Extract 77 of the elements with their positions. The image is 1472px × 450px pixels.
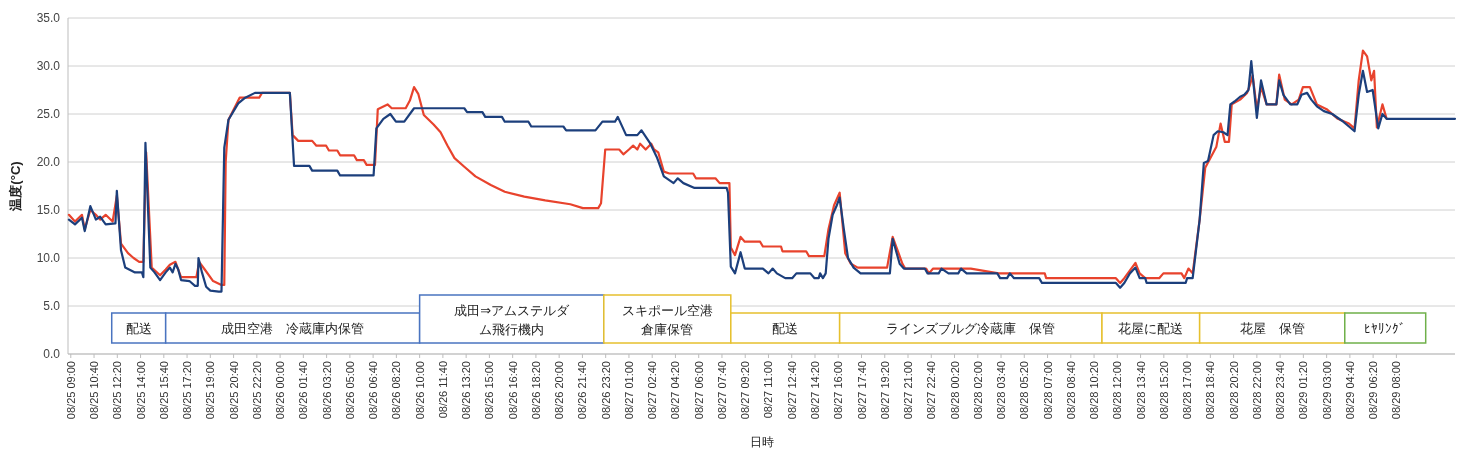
x-tick-label: 08/28 15:20 (1157, 361, 1170, 420)
x-tick-label: 08/25 17:20 (181, 361, 194, 420)
y-tick-label: 30.0 (36, 59, 61, 73)
x-tick-label: 08/29 03:00 (1320, 361, 1333, 420)
band-label: スキポール空港倉庫保管 (621, 302, 713, 337)
x-tick-label: 08/28 10:20 (1088, 361, 1101, 420)
x-tick-label: 08/26 05:00 (343, 361, 356, 420)
x-tick-label: 08/27 16:00 (832, 361, 845, 420)
x-tick-label: 08/27 09:20 (739, 361, 752, 420)
x-tick-label: 08/27 21:00 (902, 361, 915, 420)
x-tick-label: 08/28 13:40 (1134, 361, 1147, 420)
x-tick-label: 08/28 12:00 (1111, 361, 1124, 420)
x-tick-label: 08/26 01:40 (297, 361, 310, 420)
x-tick-label: 08/25 14:00 (134, 361, 147, 420)
x-tick-label: 08/28 17:00 (1181, 361, 1194, 420)
x-tick-label: 08/26 00:00 (274, 361, 287, 420)
band-label: 成田空港 冷蔵庫内保管 (221, 321, 365, 336)
y-tick-label: 15.0 (36, 203, 61, 217)
x-tick-label: 08/27 01:00 (622, 361, 635, 420)
x-tick-label: 08/25 15:40 (157, 361, 170, 420)
x-tick-label: 08/27 17:40 (855, 361, 868, 420)
x-tick-label: 08/25 19:00 (204, 361, 217, 420)
x-tick-label: 08/26 03:20 (320, 361, 333, 420)
x-tick-label: 08/26 16:40 (506, 361, 519, 420)
band-label: ﾋﾔﾘﾝｸﾞ (1364, 321, 1407, 336)
x-tick-label: 08/28 02:00 (971, 361, 984, 420)
y-tick-label: 20.0 (36, 155, 61, 169)
x-tick-label: 08/28 07:00 (1041, 361, 1054, 420)
x-tick-label: 08/26 13:20 (460, 361, 473, 420)
x-tick-label: 08/26 15:00 (483, 361, 496, 420)
y-tick-label: 10.0 (36, 251, 61, 265)
x-tick-label: 08/28 03:40 (995, 361, 1008, 420)
x-tick-label: 08/27 14:20 (808, 361, 821, 420)
x-tick-label: 08/26 18:20 (529, 361, 542, 420)
x-tick-label: 08/28 18:40 (1204, 361, 1217, 420)
x-tick-label: 08/25 10:40 (88, 361, 101, 420)
x-tick-label: 08/29 08:00 (1390, 361, 1403, 420)
y-tick-label: 25.0 (36, 107, 61, 121)
x-tick-label: 08/27 06:00 (692, 361, 705, 420)
y-tick-label: 0.0 (43, 347, 61, 361)
band-label: 花屋に配送 (1118, 321, 1184, 336)
band-label: ラインズブルグ冷蔵庫 保管 (886, 321, 1056, 336)
band-label: 成田⇒アムステルダム飛行機内 (454, 302, 571, 337)
x-tick-label: 08/27 04:20 (669, 361, 682, 420)
x-tick-label: 08/26 21:40 (576, 361, 589, 420)
x-axis-title: 日時 (749, 435, 774, 449)
y-axis-title: 温度(°C) (8, 161, 23, 212)
x-tick-label: 08/25 12:20 (111, 361, 124, 420)
band-label: 花屋 保管 (1239, 321, 1305, 336)
y-tick-label: 35.0 (36, 11, 61, 25)
x-tick-label: 08/27 07:40 (715, 361, 728, 420)
x-tick-label: 08/28 22:00 (1250, 361, 1263, 420)
x-tick-label: 08/25 09:00 (64, 361, 77, 420)
x-tick-label: 08/26 08:20 (390, 361, 403, 420)
x-tick-label: 08/27 22:40 (925, 361, 938, 420)
x-tick-label: 08/28 00:20 (948, 361, 961, 420)
x-tick-label: 08/26 20:00 (553, 361, 566, 420)
x-tick-label: 08/26 11:40 (436, 361, 449, 419)
x-tick-label: 08/29 04:40 (1343, 361, 1356, 420)
x-tick-label: 08/25 20:40 (227, 361, 240, 420)
x-tick-label: 08/26 23:20 (599, 361, 612, 420)
y-tick-label: 5.0 (43, 299, 61, 313)
band-label: 配送 (125, 321, 152, 336)
x-tick-label: 08/28 05:20 (1018, 361, 1031, 420)
x-tick-label: 08/29 01:20 (1297, 361, 1310, 420)
band-label: 配送 (772, 321, 799, 336)
x-tick-label: 08/29 06:20 (1367, 361, 1380, 420)
x-tick-label: 08/28 20:20 (1227, 361, 1240, 420)
x-tick-label: 08/25 22:20 (250, 361, 263, 420)
x-tick-label: 08/27 02:40 (646, 361, 659, 420)
x-tick-label: 08/27 12:40 (785, 361, 798, 420)
x-tick-label: 08/28 23:40 (1274, 361, 1287, 420)
x-tick-label: 08/26 10:00 (413, 361, 426, 420)
x-tick-label: 08/27 11:00 (762, 361, 775, 419)
x-tick-label: 08/26 06:40 (367, 361, 380, 420)
x-tick-label: 08/28 08:40 (1064, 361, 1077, 420)
x-tick-label: 08/27 19:20 (878, 361, 891, 420)
